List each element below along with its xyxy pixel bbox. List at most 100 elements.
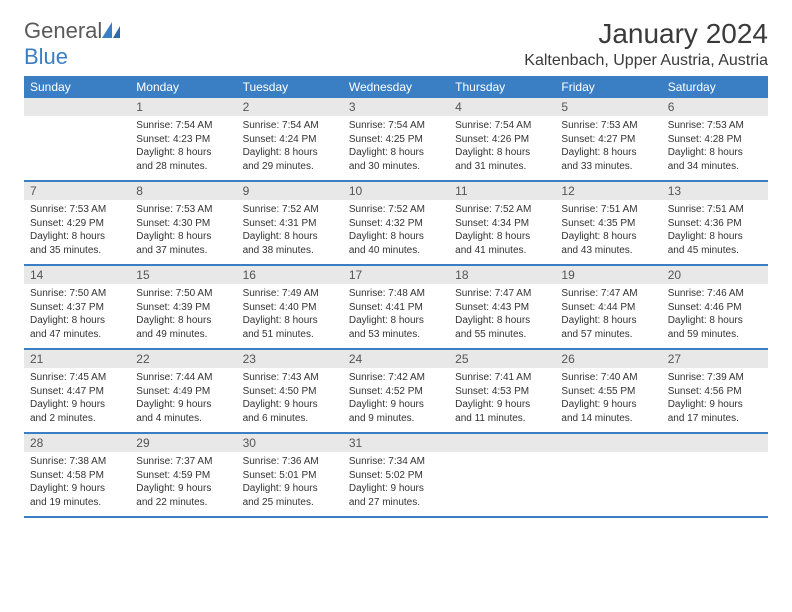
week-row: 7Sunrise: 7:53 AMSunset: 4:29 PMDaylight… [24, 182, 768, 266]
location-text: Kaltenbach, Upper Austria, Austria [524, 52, 768, 70]
day-line: Sunset: 5:02 PM [349, 469, 443, 483]
day-line: Daylight: 8 hours [136, 314, 230, 328]
day-content: Sunrise: 7:39 AMSunset: 4:56 PMDaylight:… [662, 368, 768, 429]
day-line: Sunset: 4:46 PM [668, 301, 762, 315]
week-row: 1Sunrise: 7:54 AMSunset: 4:23 PMDaylight… [24, 98, 768, 182]
calendar-cell: 18Sunrise: 7:47 AMSunset: 4:43 PMDayligh… [449, 266, 555, 348]
day-line: and 57 minutes. [561, 328, 655, 342]
calendar-cell: 3Sunrise: 7:54 AMSunset: 4:25 PMDaylight… [343, 98, 449, 180]
day-line: Daylight: 8 hours [243, 146, 337, 160]
day-content: Sunrise: 7:38 AMSunset: 4:58 PMDaylight:… [24, 452, 130, 513]
day-number: 23 [237, 350, 343, 368]
day-line: Daylight: 8 hours [455, 230, 549, 244]
day-content: Sunrise: 7:48 AMSunset: 4:41 PMDaylight:… [343, 284, 449, 345]
calendar-cell: 16Sunrise: 7:49 AMSunset: 4:40 PMDayligh… [237, 266, 343, 348]
day-number: 18 [449, 266, 555, 284]
calendar-cell: 7Sunrise: 7:53 AMSunset: 4:29 PMDaylight… [24, 182, 130, 264]
day-line: Sunrise: 7:54 AM [243, 119, 337, 133]
day-content: Sunrise: 7:53 AMSunset: 4:29 PMDaylight:… [24, 200, 130, 261]
day-number: 11 [449, 182, 555, 200]
day-line: and 19 minutes. [30, 496, 124, 510]
weekday-header: Monday [130, 76, 236, 98]
day-line: Sunset: 4:35 PM [561, 217, 655, 231]
day-line: Sunrise: 7:53 AM [668, 119, 762, 133]
calendar-cell: 6Sunrise: 7:53 AMSunset: 4:28 PMDaylight… [662, 98, 768, 180]
day-content: Sunrise: 7:52 AMSunset: 4:31 PMDaylight:… [237, 200, 343, 261]
calendar-cell: 29Sunrise: 7:37 AMSunset: 4:59 PMDayligh… [130, 434, 236, 516]
day-line: Sunset: 4:52 PM [349, 385, 443, 399]
day-content: Sunrise: 7:37 AMSunset: 4:59 PMDaylight:… [130, 452, 236, 513]
day-line: Sunrise: 7:51 AM [668, 203, 762, 217]
day-line: and 37 minutes. [136, 244, 230, 258]
day-line: Sunrise: 7:54 AM [349, 119, 443, 133]
day-line: Daylight: 9 hours [243, 398, 337, 412]
day-line: Sunrise: 7:39 AM [668, 371, 762, 385]
day-line: Daylight: 8 hours [349, 230, 443, 244]
day-number: 13 [662, 182, 768, 200]
day-number: 28 [24, 434, 130, 452]
calendar: Sunday Monday Tuesday Wednesday Thursday… [24, 76, 768, 518]
day-content: Sunrise: 7:51 AMSunset: 4:35 PMDaylight:… [555, 200, 661, 261]
day-line: Daylight: 9 hours [561, 398, 655, 412]
day-content: Sunrise: 7:53 AMSunset: 4:30 PMDaylight:… [130, 200, 236, 261]
title-block: January 2024 Kaltenbach, Upper Austria, … [524, 18, 768, 70]
day-line: Sunset: 4:43 PM [455, 301, 549, 315]
day-content: Sunrise: 7:53 AMSunset: 4:28 PMDaylight:… [662, 116, 768, 177]
day-content: Sunrise: 7:52 AMSunset: 4:34 PMDaylight:… [449, 200, 555, 261]
weekday-header: Sunday [24, 76, 130, 98]
day-number: 5 [555, 98, 661, 116]
day-line: Sunrise: 7:53 AM [136, 203, 230, 217]
day-line: and 22 minutes. [136, 496, 230, 510]
day-line: Sunset: 4:53 PM [455, 385, 549, 399]
day-line: Sunset: 4:32 PM [349, 217, 443, 231]
day-line: Daylight: 8 hours [668, 314, 762, 328]
month-title: January 2024 [524, 18, 768, 50]
day-number: 3 [343, 98, 449, 116]
day-line: Daylight: 8 hours [668, 230, 762, 244]
weekday-header: Friday [555, 76, 661, 98]
day-line: Sunset: 4:39 PM [136, 301, 230, 315]
weekday-header: Saturday [662, 76, 768, 98]
day-content: Sunrise: 7:49 AMSunset: 4:40 PMDaylight:… [237, 284, 343, 345]
day-line: and 47 minutes. [30, 328, 124, 342]
day-line: Daylight: 8 hours [561, 314, 655, 328]
day-line: and 40 minutes. [349, 244, 443, 258]
day-line: Sunset: 4:40 PM [243, 301, 337, 315]
day-line: Sunset: 4:59 PM [136, 469, 230, 483]
calendar-cell: 31Sunrise: 7:34 AMSunset: 5:02 PMDayligh… [343, 434, 449, 516]
day-content: Sunrise: 7:54 AMSunset: 4:24 PMDaylight:… [237, 116, 343, 177]
day-number: 21 [24, 350, 130, 368]
day-line: and 6 minutes. [243, 412, 337, 426]
logo-text: General Blue [24, 18, 124, 70]
day-line: Sunset: 4:30 PM [136, 217, 230, 231]
calendar-cell: 17Sunrise: 7:48 AMSunset: 4:41 PMDayligh… [343, 266, 449, 348]
day-line: Sunset: 4:37 PM [30, 301, 124, 315]
day-content: Sunrise: 7:54 AMSunset: 4:25 PMDaylight:… [343, 116, 449, 177]
day-content: Sunrise: 7:43 AMSunset: 4:50 PMDaylight:… [237, 368, 343, 429]
day-line: Sunset: 4:58 PM [30, 469, 124, 483]
calendar-cell: 24Sunrise: 7:42 AMSunset: 4:52 PMDayligh… [343, 350, 449, 432]
day-line: and 4 minutes. [136, 412, 230, 426]
calendar-cell: 12Sunrise: 7:51 AMSunset: 4:35 PMDayligh… [555, 182, 661, 264]
day-line: Sunset: 4:56 PM [668, 385, 762, 399]
day-line: Sunset: 4:29 PM [30, 217, 124, 231]
weekday-header: Tuesday [237, 76, 343, 98]
weekday-header: Wednesday [343, 76, 449, 98]
calendar-cell: 23Sunrise: 7:43 AMSunset: 4:50 PMDayligh… [237, 350, 343, 432]
day-line: Daylight: 8 hours [455, 314, 549, 328]
day-content: Sunrise: 7:44 AMSunset: 4:49 PMDaylight:… [130, 368, 236, 429]
calendar-cell: 26Sunrise: 7:40 AMSunset: 4:55 PMDayligh… [555, 350, 661, 432]
logo-word-1: General [24, 18, 102, 43]
calendar-cell: 27Sunrise: 7:39 AMSunset: 4:56 PMDayligh… [662, 350, 768, 432]
day-line: Sunrise: 7:34 AM [349, 455, 443, 469]
day-line: Daylight: 9 hours [30, 482, 124, 496]
day-line: Daylight: 8 hours [455, 146, 549, 160]
calendar-cell: 28Sunrise: 7:38 AMSunset: 4:58 PMDayligh… [24, 434, 130, 516]
day-line: Daylight: 8 hours [30, 314, 124, 328]
day-line: Sunset: 4:34 PM [455, 217, 549, 231]
day-content: Sunrise: 7:51 AMSunset: 4:36 PMDaylight:… [662, 200, 768, 261]
day-line: and 14 minutes. [561, 412, 655, 426]
day-line: and 30 minutes. [349, 160, 443, 174]
day-line: Sunset: 4:23 PM [136, 133, 230, 147]
day-content: Sunrise: 7:52 AMSunset: 4:32 PMDaylight:… [343, 200, 449, 261]
